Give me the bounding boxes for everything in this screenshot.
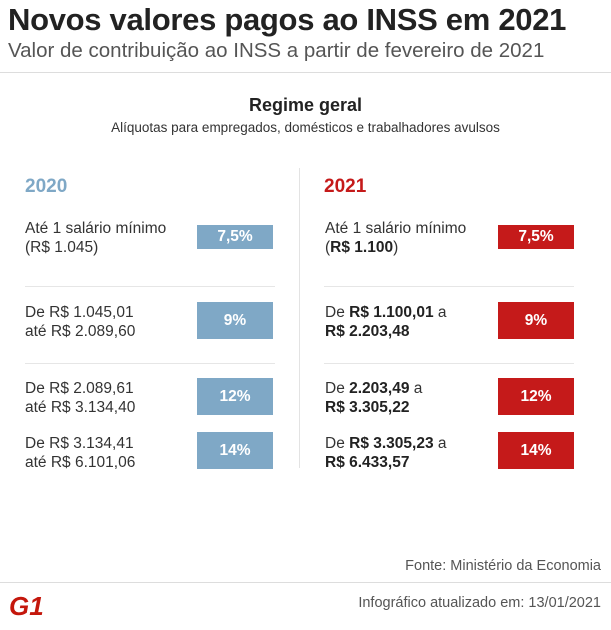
range-label: De R$ 1.045,01 até R$ 2.089,60 [25,303,135,341]
range-value: 2.203,49 [349,380,410,397]
range-label: De 2.203,49 a R$ 3.305,22 [325,379,422,417]
range-line-2: até R$ 6.101,06 [25,454,136,471]
section-subtitle: Alíquotas para empregados, domésticos e … [111,120,500,135]
year-2020-heading: 2020 [25,176,68,197]
range-label: De R$ 3.134,41 até R$ 6.101,06 [25,434,135,472]
year-2021-heading: 2021 [324,176,367,197]
section-title: Regime geral [248,95,363,115]
range-value: R$ 1.100 [330,239,394,256]
g1-logo-text: G1 [9,592,44,618]
source-note: Fonte: Ministério da Economia [405,558,601,574]
range-value: R$ 3.305,23 [349,435,434,452]
range-label: De R$ 3.305,23 a R$ 6.433,57 [325,434,447,472]
rate-badge: 12% [197,378,273,415]
range-line-1: Até 1 salário mínimo [25,220,167,237]
range-line-1: De R$ 2.089,61 [25,380,134,397]
range-line-1: Até 1 salário mínimo [325,220,467,237]
range-line-1: De R$ 3.134,41 [25,435,134,452]
range-prefix: De [325,435,350,452]
range-suffix: a [433,304,447,321]
range-label: Até 1 salário mínimo (R$ 1.100) [325,219,466,257]
range-suffix: a [409,380,423,397]
g1-logo-mark: G1 [9,591,44,621]
range-prefix: De [325,380,350,397]
range-line-2: até R$ 3.134,40 [25,399,136,416]
range-prefix: De [325,304,350,321]
range-line-2: até R$ 2.089,60 [25,323,136,340]
row-divider [25,286,275,287]
range-value: R$ 2.203,48 [325,323,410,340]
range-label: Até 1 salário mínimo (R$ 1.045) [25,219,166,257]
update-note: Infográfico atualizado em: 13/01/2021 [358,595,601,611]
rate-badge: 9% [197,302,273,339]
g1-logo: G1 [8,591,46,621]
range-value: R$ 6.433,57 [325,454,410,471]
page-subtitle: Valor de contribuição ao INSS a partir d… [8,39,545,62]
row-divider [324,363,574,364]
header-divider [0,72,611,73]
range-line-2-close: ) [393,239,399,256]
range-line-2: (R$ 1.045) [25,239,99,256]
rate-badge: 12% [498,378,574,415]
footer-divider [0,582,611,583]
column-divider [299,168,300,468]
rate-badge: 14% [498,432,574,469]
range-value: R$ 1.100,01 [349,304,434,321]
rate-badge: 7,5% [498,225,574,249]
rate-badge: 7,5% [197,225,273,249]
range-label: De R$ 1.100,01 a R$ 2.203,48 [325,303,447,341]
range-line-1: De R$ 1.045,01 [25,304,134,321]
row-divider [25,363,275,364]
range-value: R$ 3.305,22 [325,399,410,416]
range-suffix: a [433,435,447,452]
row-divider [324,286,574,287]
rate-badge: 14% [197,432,273,469]
rate-badge: 9% [498,302,574,339]
range-line-2-open: ( [325,239,331,256]
page-title: Novos valores pagos ao INSS em 2021 [8,2,567,37]
range-label: De R$ 2.089,61 até R$ 3.134,40 [25,379,135,417]
